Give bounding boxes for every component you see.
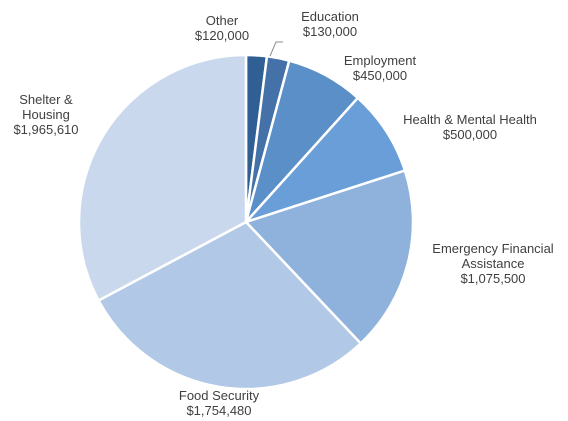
label-other: Other $120,000: [195, 13, 249, 43]
slice-emergency-financial-assistance: [243, 168, 415, 346]
label-education: Education $130,000: [301, 9, 359, 39]
leader-lines: [269, 41, 283, 57]
slice-health-and-mental-health: [241, 96, 407, 225]
label-employment: Employment $450,000: [344, 53, 417, 83]
slice-food-security: [96, 220, 363, 391]
pie-slices: [77, 53, 415, 391]
label-emergency-financial-assistance: Emergency Financial Assistance $1,075,500: [432, 241, 553, 286]
slice-labels: Other $120,000 Education $130,000 Employment…: [13, 9, 553, 418]
label-food-security: Food Security $1,754,480: [179, 388, 260, 418]
slice-shelter-and-housing: [77, 53, 248, 303]
leader-line-education: [269, 41, 283, 57]
label-health-and-mental-health: Health & Mental Health $500,000: [403, 112, 537, 142]
label-shelter-and-housing: Shelter & Housing $1,965,610: [13, 92, 78, 137]
